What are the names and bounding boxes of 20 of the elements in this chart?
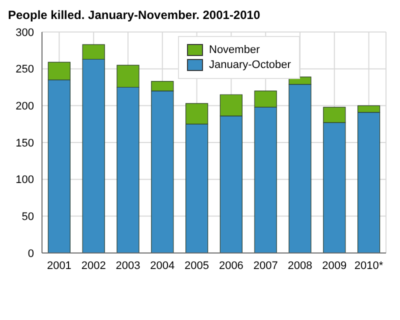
x-tick-label: 2001 [46,260,72,272]
y-tick-label: 100 [16,174,34,186]
x-tick-label: 2005 [184,260,210,272]
x-tick-label: 2004 [150,260,175,272]
x-tick-label: 2008 [288,260,312,272]
y-tick-label: 250 [16,64,34,76]
x-tick-label: 2006 [218,260,244,272]
y-tick-label: 0 [28,248,34,260]
x-tick-label: 2002 [81,260,106,272]
y-tick-label: 50 [22,211,34,224]
y-tick-label: 300 [16,26,34,39]
x-tick-label: 2007 [253,260,278,272]
chart-title: People killed. January-November. 2001-2010 [8,8,262,22]
x-tick-label: 2003 [116,260,140,272]
legend-label: November [209,44,260,56]
y-tick-label: 150 [16,137,34,150]
x-tick-label: 2009 [322,260,347,272]
y-tick-label: 200 [16,100,34,113]
x-tick-label: 2010* [354,260,384,272]
legend-label: January-October [209,59,291,71]
